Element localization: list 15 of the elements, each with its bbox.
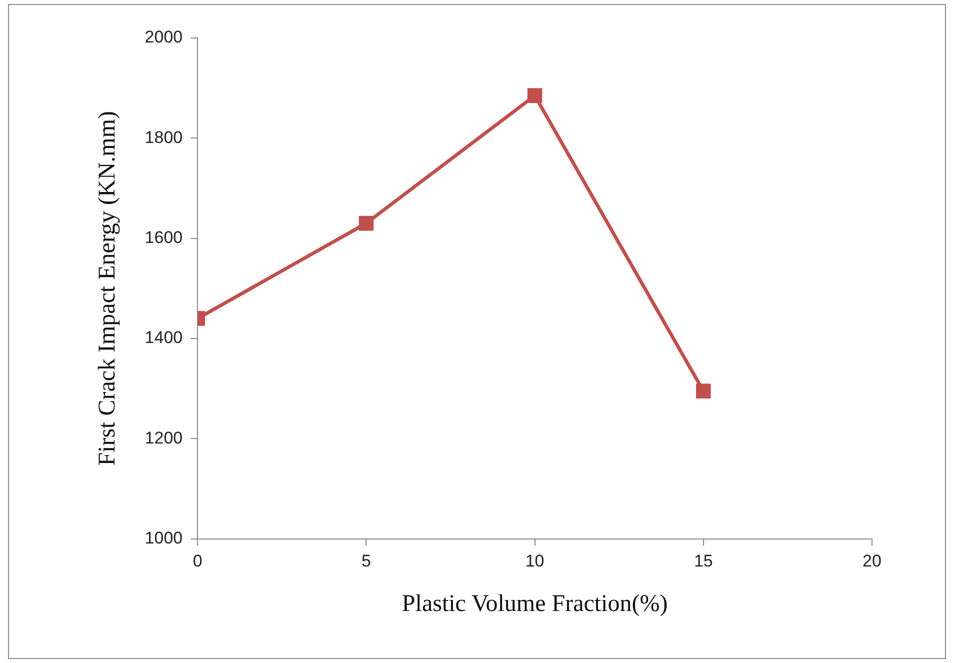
x-tick-label: 20 xyxy=(862,552,882,571)
point xyxy=(527,88,542,103)
y-axis-title: First Crack Impact Energy (KN.mm) xyxy=(94,110,121,466)
x-tick-label: 10 xyxy=(525,552,544,571)
point xyxy=(696,384,711,398)
y-tick-label: 1400 xyxy=(144,328,183,348)
x-tick-label: 15 xyxy=(694,552,713,571)
x-tick-label: 0 xyxy=(192,552,202,571)
y-tick-label: 2000 xyxy=(144,28,183,47)
y-tick-label: 1800 xyxy=(144,128,183,147)
y-tick-label: 1000 xyxy=(144,528,183,548)
y-tick-label: 1600 xyxy=(144,228,183,248)
x-tick-label: 5 xyxy=(361,552,371,571)
x-axis-title: Plastic Volume Fraction(%) xyxy=(402,590,668,617)
y-tick-label: 1200 xyxy=(144,428,183,448)
